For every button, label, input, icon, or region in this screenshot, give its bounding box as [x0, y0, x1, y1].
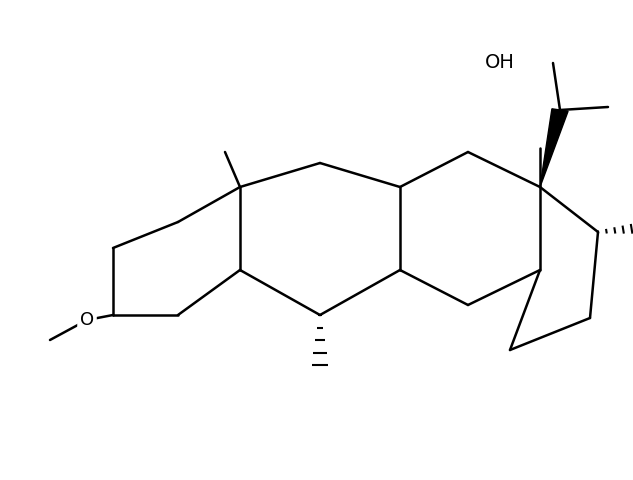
Polygon shape — [540, 109, 568, 187]
Text: OH: OH — [485, 52, 515, 72]
Text: O: O — [80, 311, 94, 329]
